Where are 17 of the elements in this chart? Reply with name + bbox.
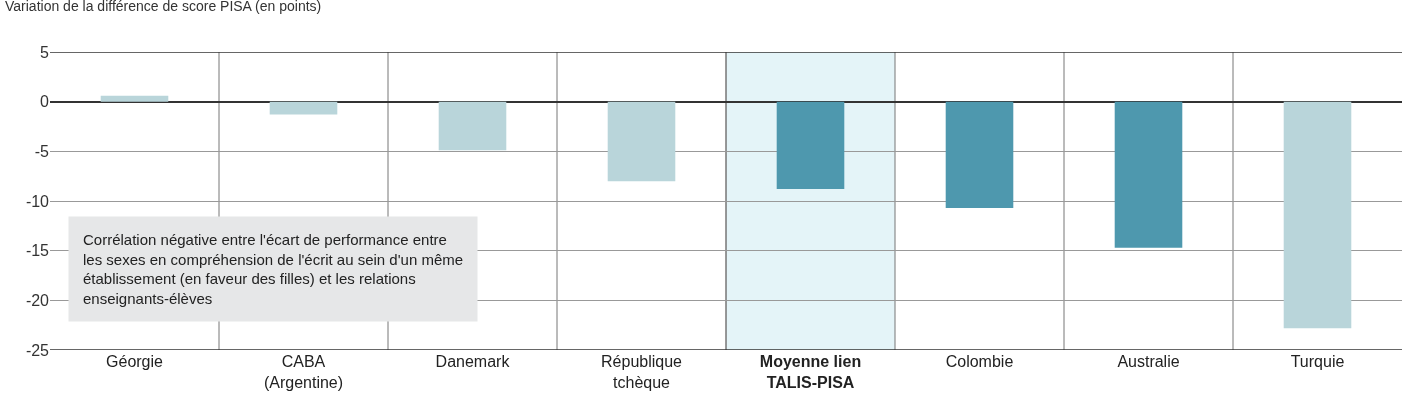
y-tick-label: -20 bbox=[25, 291, 50, 309]
annotation: Corrélation négative entre l'écart de performance entre les sexes en compréhension de l'écrit au sein d'un même établissement (en faveur des filles) et les relations enseignants-élèves bbox=[83, 231, 464, 307]
x-tick-label: CABA (Argentine) bbox=[263, 353, 344, 391]
y-tick-label: -5 bbox=[34, 142, 50, 160]
x-tick-label: Moyenne lien TALIS-PISA bbox=[759, 353, 862, 391]
x-tick-label: Turquie bbox=[1290, 353, 1345, 370]
y-tick-label: 5 bbox=[40, 43, 50, 61]
y-tick-label: -15 bbox=[25, 242, 50, 260]
x-tick-label: Colombie bbox=[945, 353, 1014, 370]
x-tick-label: Australie bbox=[1117, 353, 1180, 370]
x-tick-label: Danemark bbox=[435, 353, 511, 370]
y-axis-title: Variation de la différence de score PISA (en points) bbox=[5, 0, 322, 14]
y-tick-label: -10 bbox=[25, 192, 50, 210]
x-tick-label: Géorgie bbox=[106, 353, 164, 370]
y-tick-label: -25 bbox=[25, 341, 50, 359]
x-tick-label: République tchèque bbox=[601, 353, 683, 391]
y-tick-label: 0 bbox=[40, 93, 50, 111]
